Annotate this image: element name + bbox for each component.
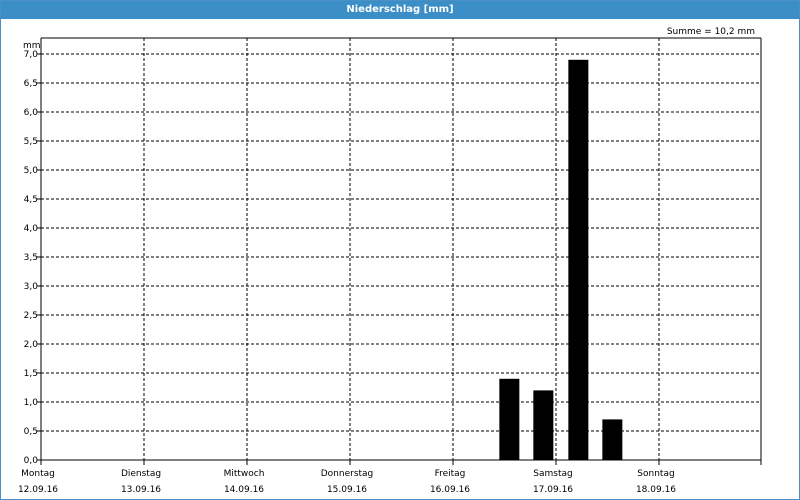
x-day-label: Samstag [533, 469, 572, 479]
x-date-label: 13.09.16 [121, 485, 161, 495]
y-tick-label: 2,5 [24, 311, 38, 321]
grid-lines [41, 38, 761, 460]
y-tick-label: 5,0 [24, 166, 39, 176]
x-day-label: Freitag [435, 469, 466, 479]
axis-labels: 0,0 0,5 1,0 1,5 2,0 2,5 3,0 3,5 4,0 4,5 5,0 5,5 6,0 6… [18, 50, 676, 495]
y-axis-unit-label: mm [23, 41, 41, 51]
x-day-label: Montag [21, 469, 55, 479]
x-day-label: Dienstag [121, 469, 161, 479]
bars-group [499, 59, 623, 461]
x-date-label: 16.09.16 [430, 485, 470, 495]
x-day-label: Donnerstag [321, 469, 374, 479]
chart-title: Niederschlag [mm] [1, 1, 799, 19]
y-tick-label: 7,0 [24, 50, 39, 60]
x-day-label: Sonntag [637, 469, 674, 479]
precipitation-bar [499, 378, 520, 460]
precipitation-bar [568, 59, 589, 461]
y-tick-label: 3,5 [24, 253, 38, 263]
precipitation-bar [533, 390, 554, 460]
y-tick-label: 6,5 [24, 79, 38, 89]
x-day-label: Mittwoch [224, 469, 265, 479]
x-date-label: 12.09.16 [18, 485, 58, 495]
precipitation-bar [602, 419, 623, 460]
y-tick-label: 5,5 [24, 137, 38, 147]
y-tick-label: 0,0 [24, 456, 39, 466]
x-date-label: 17.09.16 [533, 485, 573, 495]
y-tick-label: 4,0 [24, 224, 39, 234]
axes [37, 37, 762, 465]
y-tick-label: 3,0 [24, 282, 39, 292]
y-tick-label: 0,5 [24, 427, 38, 437]
y-tick-label: 1,0 [24, 398, 39, 408]
x-date-label: 14.09.16 [224, 485, 264, 495]
x-date-label: 15.09.16 [327, 485, 367, 495]
x-date-label: 18.09.16 [636, 485, 676, 495]
y-tick-label: 6,0 [24, 108, 39, 118]
y-tick-label: 1,5 [24, 369, 38, 379]
y-tick-label: 2,0 [24, 340, 39, 350]
sum-label: Summe = 10,2 mm [667, 27, 755, 37]
y-tick-label: 4,5 [24, 195, 38, 205]
